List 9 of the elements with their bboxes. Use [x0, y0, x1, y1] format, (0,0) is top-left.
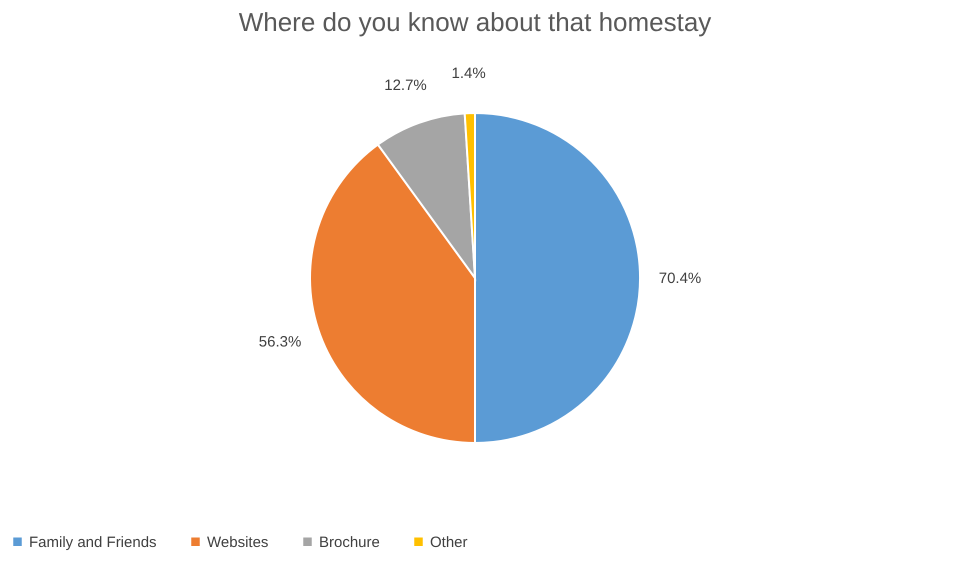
- legend-label: Brochure: [319, 534, 380, 551]
- data-label: 12.7%: [384, 77, 427, 94]
- legend-label: Websites: [207, 534, 268, 551]
- chart-title: Where do you know about that homestay: [238, 7, 712, 37]
- legend-label: Other: [430, 534, 468, 551]
- data-label: 70.4%: [658, 270, 702, 287]
- legend-label: Family and Friends: [29, 534, 157, 551]
- data-label: 1.4%: [451, 65, 486, 82]
- data-label: 56.3%: [258, 333, 302, 350]
